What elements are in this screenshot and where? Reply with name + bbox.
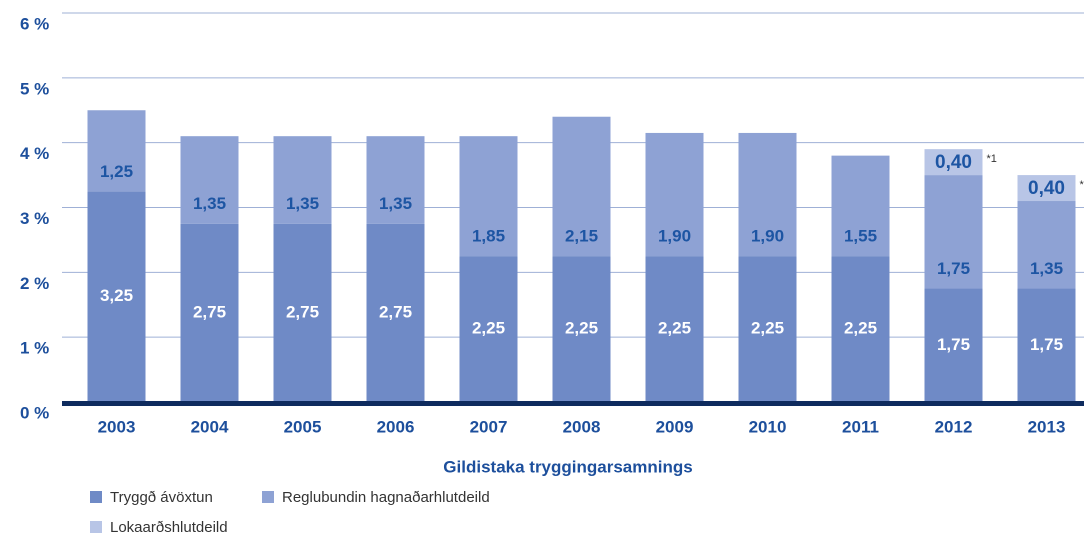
bar-segment	[645, 256, 704, 402]
data-label: 1,90	[658, 227, 691, 246]
x-tick-label: 2008	[563, 417, 601, 436]
bar-segment	[273, 136, 332, 224]
x-tick-label: 2013	[1028, 417, 1066, 436]
legend-label: Tryggð ávöxtun	[110, 489, 213, 506]
y-tick-label: 3 %	[20, 209, 49, 228]
x-axis-title: Gildistaka tryggingarsamnings	[443, 457, 692, 476]
bar-segment	[924, 175, 983, 289]
bar-segment	[831, 155, 890, 257]
y-tick-label: 5 %	[20, 79, 49, 98]
x-tick-label: 2007	[470, 417, 508, 436]
data-label: 3,25	[100, 286, 133, 305]
x-tick-label: 2005	[284, 417, 322, 436]
data-label: 1,35	[379, 194, 412, 213]
data-label: 1,75	[1030, 335, 1063, 354]
data-label: 1,75	[937, 259, 970, 278]
bar-segment	[87, 110, 146, 192]
bar-segment	[645, 132, 704, 257]
x-tick-label: 2011	[842, 417, 879, 436]
bar-segment	[366, 136, 425, 224]
bar-segment	[924, 288, 983, 402]
data-label: 1,55	[844, 227, 877, 246]
legend-swatch	[90, 521, 102, 533]
y-tick-label: 1 %	[20, 339, 49, 358]
x-tick-label: 2006	[377, 417, 415, 436]
data-label: 1,25	[100, 162, 133, 181]
x-tick-label: 2009	[656, 417, 694, 436]
data-label: 2,75	[379, 302, 412, 321]
bar-segment	[1017, 201, 1076, 289]
bar-segment	[366, 223, 425, 402]
y-tick-label: 6 %	[20, 14, 49, 33]
bar-segment	[738, 132, 797, 257]
data-label: 1,90	[751, 227, 784, 246]
bar-segment	[180, 136, 239, 224]
bar-segment	[87, 191, 146, 402]
annotation: *	[1080, 179, 1084, 191]
data-label: 0,40	[935, 152, 972, 173]
x-tick-label: 2004	[191, 417, 229, 436]
bar-segment	[831, 256, 890, 402]
data-label: 2,15	[565, 227, 598, 246]
y-tick-label: 0 %	[20, 403, 49, 422]
data-label: 2,75	[286, 302, 319, 321]
bar-segment	[1017, 288, 1076, 402]
y-tick-label: 4 %	[20, 144, 49, 163]
data-label: 2,25	[565, 319, 598, 338]
bar-segment	[552, 116, 611, 257]
bar-segment	[459, 256, 518, 402]
bar-segment	[552, 256, 611, 402]
legend-label: Reglubundin hagnaðarhlutdeild	[282, 489, 490, 506]
data-label: 1,75	[937, 335, 970, 354]
x-tick-label: 2010	[749, 417, 787, 436]
data-label: 0,40	[1028, 178, 1065, 199]
bar-segment	[273, 223, 332, 402]
y-tick-label: 2 %	[20, 274, 49, 293]
annotation: *1	[987, 153, 997, 165]
data-label: 1,85	[472, 227, 505, 246]
data-label: 1,35	[286, 194, 319, 213]
x-tick-label: 2012	[935, 417, 973, 436]
x-axis-line	[62, 401, 1084, 406]
bar-segment	[180, 223, 239, 402]
data-label: 2,25	[472, 319, 505, 338]
data-label: 2,25	[844, 319, 877, 338]
bar-segment	[738, 256, 797, 402]
legend-swatch	[262, 491, 274, 503]
x-tick-label: 2003	[98, 417, 136, 436]
bar-segment	[1017, 175, 1076, 202]
data-label: 2,25	[658, 319, 691, 338]
data-label: 1,35	[193, 194, 226, 213]
bar-segment	[924, 149, 983, 176]
data-label: 1,35	[1030, 259, 1063, 278]
bar-segment	[459, 136, 518, 257]
data-label: 2,75	[193, 302, 226, 321]
legend-swatch	[90, 491, 102, 503]
legend-label: Lokaarðshlutdeild	[110, 519, 228, 533]
data-label: 2,25	[751, 319, 784, 338]
